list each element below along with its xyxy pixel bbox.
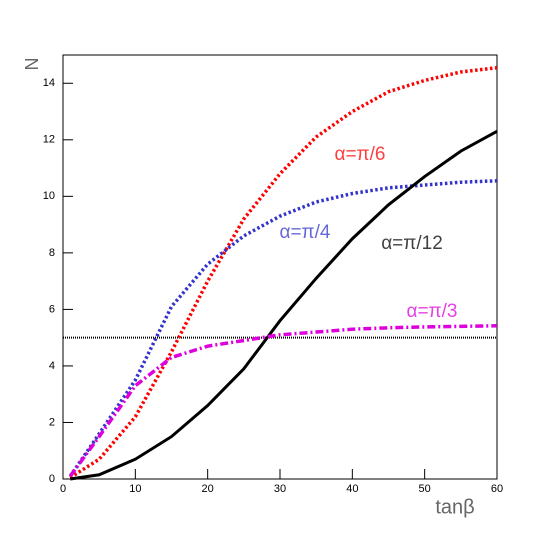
y-axis-label: N <box>22 58 42 71</box>
y-tick-label: 4 <box>49 360 55 372</box>
y-tick-label: 2 <box>49 416 55 428</box>
y-tick-label: 6 <box>49 303 55 315</box>
x-tick-label: 40 <box>346 483 358 495</box>
x-tick-label: 0 <box>60 483 66 495</box>
series-label: α=π/3 <box>406 301 457 322</box>
series-label: α=π/6 <box>334 144 385 165</box>
plot-frame <box>62 54 498 480</box>
series-line <box>70 130 498 481</box>
x-tick-label: 50 <box>419 483 431 495</box>
x-axis-label: tanβ <box>435 496 474 518</box>
series-label: α=π/4 <box>279 222 330 243</box>
x-tick-label: 10 <box>129 483 141 495</box>
series-line <box>68 179 498 478</box>
y-tick-label: 0 <box>49 473 55 485</box>
y-tick-label: 14 <box>43 77 55 89</box>
x-tick-label: 30 <box>274 483 286 495</box>
x-tick-label: 60 <box>491 483 503 495</box>
x-tick-label: 20 <box>202 483 214 495</box>
y-tick-label: 12 <box>43 134 55 146</box>
series-label: α=π/12 <box>381 233 443 254</box>
series-line <box>69 65 498 480</box>
series-line <box>68 324 498 478</box>
y-tick-label: 10 <box>43 190 55 202</box>
y-tick-label: 8 <box>49 247 55 259</box>
